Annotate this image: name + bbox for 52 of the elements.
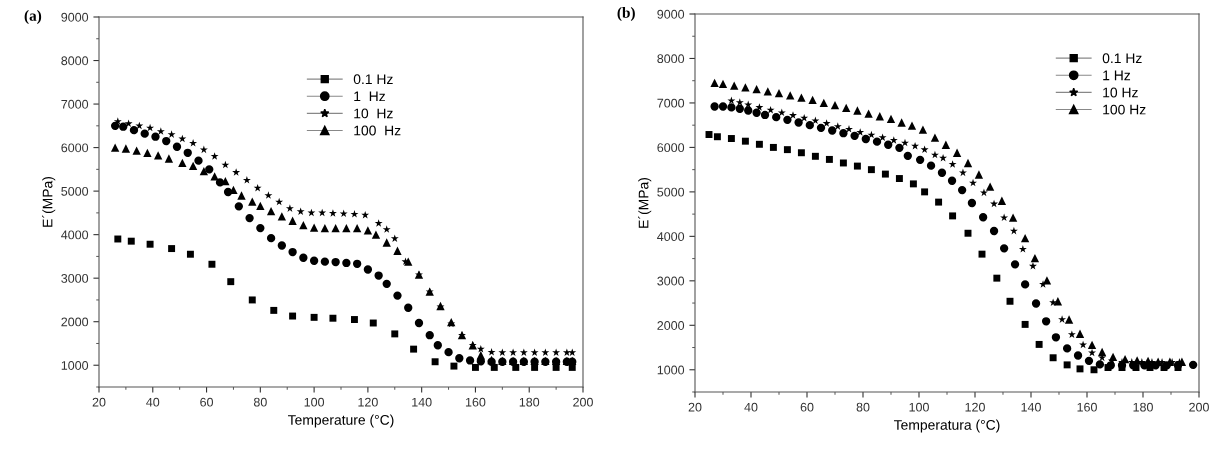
y-tick-label: 8000 <box>657 54 685 64</box>
legend-label: 10 Hz <box>354 108 393 119</box>
x-axis-title: Temperatura (°C) <box>893 419 1000 433</box>
y-tick-label: 1000 <box>61 361 89 370</box>
chart-title: (a) <box>24 10 42 24</box>
x-tick-label: 60 <box>200 397 214 407</box>
x-tick-label: 160 <box>465 397 486 407</box>
y-tick-label: 2000 <box>61 317 89 327</box>
y-tick-label: 9000 <box>657 9 685 19</box>
y-tick-label: 5000 <box>61 186 89 196</box>
y-tick-label: 5000 <box>657 187 685 197</box>
x-tick-label: 200 <box>573 397 593 407</box>
legend-label: 100 Hz <box>354 125 401 136</box>
x-axis-title: Temperature (°C) <box>287 414 394 428</box>
legend-label: 10 Hz <box>1103 87 1138 98</box>
x-tick-label: 140 <box>412 397 432 407</box>
x-tick-label: 120 <box>965 402 985 412</box>
y-axis-title: E´(MPa) <box>42 177 56 227</box>
x-tick-label: 180 <box>1133 402 1153 412</box>
x-tick-label: 20 <box>688 402 702 412</box>
legend-label: 1 Hz <box>354 91 385 102</box>
x-tick-label: 200 <box>1189 402 1209 412</box>
x-tick-label: 160 <box>1077 402 1097 412</box>
x-tick-label: 140 <box>1021 402 1041 412</box>
x-tick-label: 60 <box>800 402 814 412</box>
x-tick-label: 100 <box>304 397 325 407</box>
x-tick-label: 180 <box>519 397 540 407</box>
x-tick-label: 100 <box>909 402 929 412</box>
chart-title: (b) <box>617 7 635 21</box>
legend-label: 0.1 Hz <box>1102 53 1142 64</box>
y-tick-label: 3000 <box>657 276 685 286</box>
legend-label: 1 Hz <box>1103 70 1131 81</box>
y-tick-label: 6000 <box>61 143 89 153</box>
y-tick-label: 6000 <box>657 143 685 153</box>
x-tick-label: 40 <box>744 402 758 412</box>
y-tick-label: 8000 <box>61 56 89 66</box>
x-tick-label: 20 <box>92 397 106 407</box>
y-tick-label: 4000 <box>657 232 685 242</box>
y-tick-label: 7000 <box>61 99 89 109</box>
x-tick-label: 40 <box>146 397 160 407</box>
legend-label: 100 Hz <box>1103 104 1146 115</box>
y-tick-label: 2000 <box>657 321 685 330</box>
y-tick-label: 3000 <box>61 273 89 283</box>
x-tick-label: 120 <box>358 397 378 407</box>
y-tick-label: 1000 <box>657 365 685 375</box>
y-tick-label: 9000 <box>61 12 89 22</box>
y-axis-title: E´(MPa) <box>638 178 652 228</box>
x-tick-label: 80 <box>856 402 870 412</box>
x-tick-label: 80 <box>253 397 267 407</box>
y-tick-label: 4000 <box>61 230 89 240</box>
y-tick-label: 7000 <box>657 98 685 108</box>
legend-label: 0.1 Hz <box>353 74 393 85</box>
